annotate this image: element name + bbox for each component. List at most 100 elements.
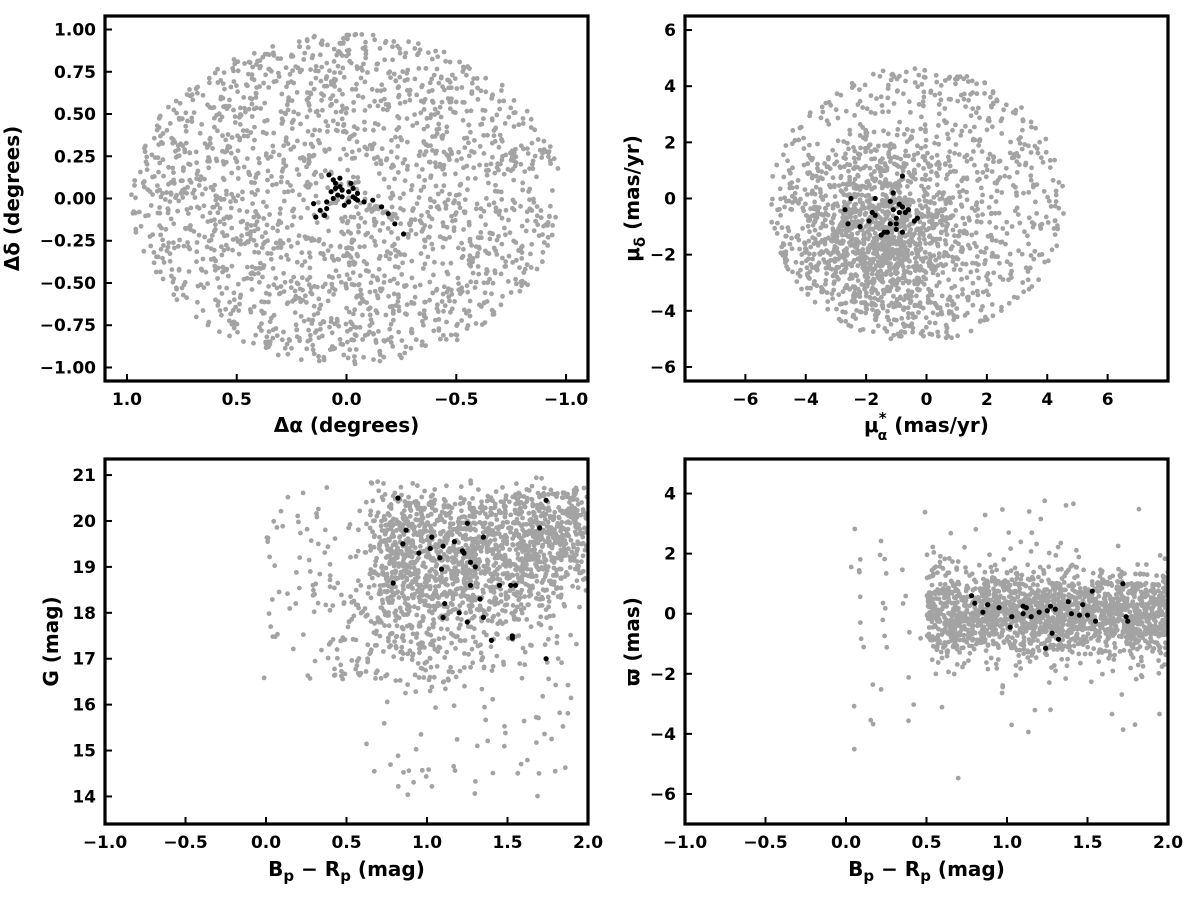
field-point	[1000, 226, 1006, 231]
field-point	[439, 188, 445, 194]
field-point	[485, 280, 491, 285]
field-point	[133, 195, 138, 201]
field-point	[987, 219, 993, 225]
field-point	[947, 163, 953, 169]
field-point	[872, 147, 878, 153]
field-point	[868, 93, 874, 99]
field-point	[368, 512, 373, 518]
field-point	[201, 285, 207, 290]
field-point	[880, 279, 886, 285]
field-point	[196, 183, 202, 188]
field-point	[260, 274, 265, 280]
field-point	[437, 104, 443, 110]
field-point	[817, 187, 823, 192]
field-point	[175, 143, 181, 148]
field-point	[852, 113, 857, 118]
field-point	[199, 191, 205, 197]
field-point	[327, 324, 332, 330]
field-point	[457, 205, 463, 211]
field-point	[304, 346, 310, 352]
field-point	[251, 106, 257, 112]
field-point	[920, 224, 926, 230]
field-point	[984, 127, 990, 133]
field-point	[310, 317, 316, 323]
field-point	[215, 303, 221, 308]
field-point	[439, 134, 445, 140]
field-point	[214, 194, 220, 199]
field-point	[408, 187, 414, 193]
field-point	[975, 254, 980, 259]
field-point	[221, 247, 227, 253]
member-point	[884, 229, 890, 235]
field-point	[202, 141, 208, 147]
field-point	[349, 246, 355, 252]
field-point	[483, 271, 489, 276]
field-point	[977, 115, 982, 121]
field-point	[248, 223, 254, 228]
field-point	[363, 55, 369, 61]
field-point	[503, 207, 509, 213]
field-point	[456, 192, 462, 198]
field-point	[176, 115, 182, 121]
field-point	[786, 228, 792, 234]
field-point	[513, 146, 518, 152]
field-point	[252, 228, 257, 234]
field-point	[999, 116, 1005, 121]
field-point	[231, 107, 236, 113]
field-point	[270, 266, 276, 271]
field-point	[828, 257, 834, 263]
field-point	[982, 80, 987, 85]
field-point	[948, 213, 954, 219]
field-point	[249, 76, 255, 81]
field-point	[508, 290, 514, 295]
field-point	[849, 231, 855, 237]
field-point	[383, 565, 389, 571]
y-tick-label: 0.25	[54, 147, 96, 167]
field-point	[402, 350, 408, 356]
x-tick-label: −1.0	[544, 390, 589, 410]
member-point	[890, 190, 896, 196]
y-tick-label: 1.00	[54, 21, 96, 41]
field-point	[420, 83, 425, 88]
field-point	[259, 245, 265, 251]
field-point	[807, 229, 812, 235]
field-point	[934, 208, 940, 214]
field-point	[259, 321, 264, 326]
field-point	[279, 121, 285, 126]
field-point	[177, 237, 183, 243]
field-point	[1040, 159, 1046, 165]
field-point	[926, 185, 931, 190]
field-point	[246, 71, 251, 77]
field-point	[923, 241, 929, 246]
field-point	[932, 201, 937, 206]
field-point	[322, 168, 328, 174]
field-point	[473, 321, 479, 326]
field-point	[960, 287, 965, 292]
field-point	[980, 212, 985, 217]
field-point	[947, 294, 953, 300]
field-point	[548, 487, 554, 493]
field-point	[321, 319, 327, 325]
x-tick-label: 1.0	[412, 833, 442, 853]
field-point	[502, 121, 508, 126]
field-point	[864, 198, 870, 204]
field-point	[494, 252, 500, 257]
field-point	[862, 286, 867, 292]
field-point	[962, 221, 968, 227]
field-point	[210, 187, 216, 193]
field-point	[908, 221, 913, 227]
field-point	[910, 311, 915, 317]
field-point	[970, 106, 976, 111]
field-point	[315, 310, 321, 316]
field-point	[923, 144, 928, 149]
field-point	[964, 158, 970, 164]
field-point	[426, 89, 432, 94]
field-point	[414, 92, 420, 98]
field-point	[499, 215, 505, 221]
field-point	[403, 344, 409, 350]
field-point	[910, 128, 915, 134]
field-point	[884, 195, 890, 200]
field-point	[953, 262, 959, 268]
field-point	[232, 114, 238, 119]
y-tick-label: 20	[72, 512, 96, 532]
